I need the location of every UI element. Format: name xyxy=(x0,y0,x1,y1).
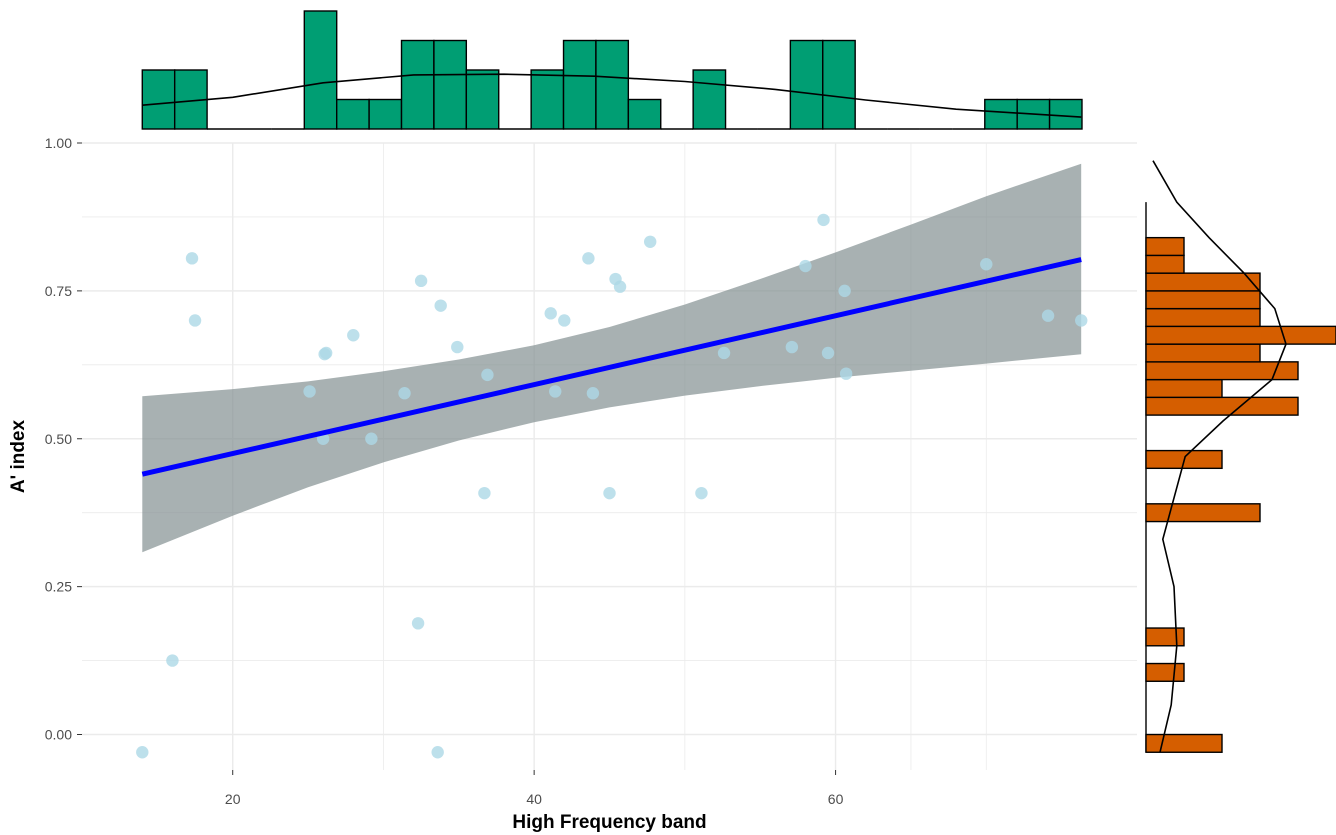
x-histogram-bar xyxy=(400,39,435,130)
y-histogram-bar xyxy=(1145,290,1261,310)
y-histogram-bar xyxy=(1145,307,1261,328)
y-axis-title: A' index xyxy=(8,420,29,494)
regression-line xyxy=(141,257,1082,477)
data-point xyxy=(347,329,360,342)
data-point xyxy=(188,314,202,327)
data-point xyxy=(166,654,179,667)
data-point xyxy=(136,746,149,759)
x-histogram-bar xyxy=(984,98,1018,130)
data-point xyxy=(185,252,199,265)
data-point xyxy=(431,746,444,759)
y-tick-label: 0.25 xyxy=(45,579,72,595)
scatter-points xyxy=(136,213,1088,759)
x-histogram-bar xyxy=(595,39,630,130)
data-point xyxy=(717,346,731,360)
data-point xyxy=(481,368,494,382)
y-histogram-bar xyxy=(1145,343,1261,363)
y-density-curve xyxy=(1152,160,1287,753)
x-histogram-bar xyxy=(336,98,370,130)
confidence-band-layer xyxy=(142,163,1082,553)
x-histogram-bar xyxy=(627,98,662,130)
y-tick-label: 0.75 xyxy=(45,283,72,299)
data-point xyxy=(586,387,600,400)
y-histogram-bar xyxy=(1145,662,1185,682)
y-histogram-bar xyxy=(1145,503,1261,523)
y-marginal-histogram xyxy=(1145,160,1336,753)
regression-line-layer xyxy=(141,257,1082,477)
data-point xyxy=(303,385,316,398)
data-point xyxy=(839,367,853,380)
x-axis-title: High Frequency band xyxy=(512,812,706,833)
x-histogram-bar xyxy=(465,69,500,130)
x-marginal-histogram xyxy=(141,10,1083,130)
data-point xyxy=(817,213,830,227)
y-histogram-bar xyxy=(1145,272,1261,292)
axis-ticks: 20 40 60 0.00 0.25 0.50 0.75 1.00 xyxy=(45,135,844,807)
data-point xyxy=(838,284,851,298)
y-tick-label: 0.50 xyxy=(45,431,72,447)
x-tick-label: 20 xyxy=(225,791,241,807)
x-histogram-bar xyxy=(530,69,565,130)
y-tick-label: 1.00 xyxy=(45,135,72,151)
x-histogram-bar xyxy=(822,39,856,130)
x-histogram-bar xyxy=(141,69,176,130)
y-histogram-bar xyxy=(1145,396,1299,416)
y-histogram-bar xyxy=(1145,325,1336,345)
data-point xyxy=(398,387,411,400)
data-point xyxy=(549,385,562,398)
data-point xyxy=(558,314,571,327)
x-histogram-bar xyxy=(1048,98,1083,130)
data-point xyxy=(1041,309,1055,322)
data-point xyxy=(365,432,378,445)
data-point xyxy=(434,299,447,312)
data-point xyxy=(613,280,627,293)
confidence-band xyxy=(142,163,1082,553)
data-point xyxy=(411,617,425,630)
x-histogram-bar xyxy=(562,39,597,130)
y-histogram-bar xyxy=(1145,627,1185,647)
data-point xyxy=(603,486,616,500)
data-point xyxy=(451,340,464,354)
y-histogram-bar xyxy=(1145,733,1223,753)
y-histogram-bar xyxy=(1145,254,1185,274)
data-point xyxy=(478,486,491,500)
data-point xyxy=(799,259,812,273)
data-point xyxy=(980,258,993,271)
data-point xyxy=(582,252,595,265)
y-histogram-bar xyxy=(1145,236,1185,257)
x-histogram-bar xyxy=(303,10,338,130)
data-point xyxy=(544,307,557,320)
data-point xyxy=(1075,314,1088,327)
y-histogram-bar xyxy=(1145,378,1223,399)
x-histogram-bar xyxy=(692,69,727,130)
data-point xyxy=(785,340,799,354)
x-histogram-bar xyxy=(368,98,403,130)
x-histogram-bar xyxy=(789,39,824,130)
x-tick-label: 60 xyxy=(828,791,844,807)
data-point xyxy=(643,235,657,248)
data-point xyxy=(821,346,835,360)
y-tick-label: 0.00 xyxy=(45,727,72,743)
x-density-curve xyxy=(142,73,1082,118)
data-point xyxy=(414,274,428,288)
data-point xyxy=(319,346,333,360)
x-histogram-bar xyxy=(433,39,468,130)
x-tick-label: 40 xyxy=(526,791,542,807)
data-point xyxy=(695,486,708,500)
